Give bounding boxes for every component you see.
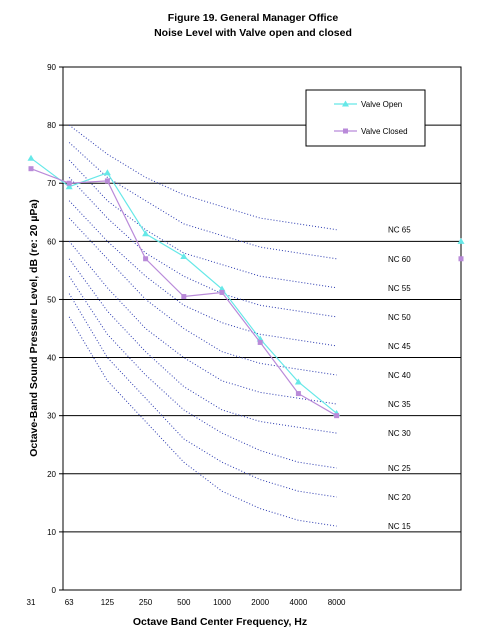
- data-point-marker: [457, 237, 465, 244]
- data-point-marker: [104, 178, 110, 184]
- nc-curve-label: NC 30: [388, 429, 411, 438]
- y-tick-label: 50: [47, 295, 56, 304]
- y-tick-label: 60: [47, 237, 56, 246]
- data-point-marker: [458, 256, 464, 262]
- nc-curve-label: NC 40: [388, 371, 411, 380]
- y-tick-label: 80: [47, 121, 56, 130]
- data-series: [27, 154, 465, 419]
- data-point-marker: [180, 252, 188, 259]
- data-point-marker: [219, 289, 225, 295]
- grid-lines: [59, 66, 461, 591]
- nc-curves: NC 65 NC 60 NC 55 NC 50 NC 45 NC 40 NC 35 NC 30…: [68, 124, 411, 531]
- nc-curve-line: [68, 316, 337, 527]
- nc-curve-line: [68, 240, 337, 405]
- x-tick-label: 4000: [290, 598, 308, 607]
- nc-curve-label: NC 60: [388, 255, 411, 264]
- y-tick-label: 20: [47, 470, 56, 479]
- nc-curve-label: NC 65: [388, 226, 411, 235]
- nc-curve-label: NC 20: [388, 493, 411, 502]
- data-point-marker: [294, 378, 302, 385]
- x-tick-label: 1000: [213, 598, 231, 607]
- chart-subtitle: Noise Level with Valve open and closed: [154, 27, 352, 39]
- x-tick-label: 31: [27, 598, 36, 607]
- y-tick-label: 90: [47, 63, 56, 72]
- legend: Valve Open Valve Closed: [305, 89, 426, 147]
- x-axis-label: Octave Band Center Frequency, Hz: [133, 616, 307, 628]
- nc-curve-line: [68, 124, 337, 231]
- nc-curve-line: [68, 177, 337, 318]
- legend-entry-label: Valve Closed: [361, 127, 408, 136]
- legend-entry-label: Valve Open: [361, 100, 402, 109]
- nc-curve-label: NC 50: [388, 313, 411, 322]
- series-line: [30, 168, 337, 417]
- x-tick-labels: 31 63 125 250 500 1000 2000 4000 8000: [27, 598, 347, 607]
- y-tick-label: 10: [47, 528, 56, 537]
- data-point-marker: [65, 183, 73, 190]
- data-point-marker: [181, 294, 187, 300]
- nc-curve-label: NC 15: [388, 522, 411, 531]
- legend-items: Valve Open Valve Closed: [334, 100, 408, 136]
- data-point-marker: [342, 100, 349, 107]
- y-tick-label: 40: [47, 354, 56, 363]
- data-point-marker: [143, 256, 149, 262]
- data-point-marker: [334, 413, 340, 419]
- y-tick-label: 70: [47, 179, 56, 188]
- x-tick-label: 125: [101, 598, 115, 607]
- nc-curve-line: [68, 258, 337, 434]
- data-point-marker: [27, 154, 35, 161]
- data-point-marker: [295, 391, 301, 397]
- data-point-marker: [343, 128, 348, 134]
- nc-curve-label: NC 35: [388, 400, 411, 409]
- nc-curve-label: NC 25: [388, 464, 411, 473]
- x-tick-label: 2000: [251, 598, 269, 607]
- nc-curve-line: [68, 217, 337, 376]
- x-tick-label: 63: [65, 598, 74, 607]
- legend-box: [305, 89, 426, 147]
- nc-curve-line: [68, 293, 337, 498]
- y-tick-labels: 0 10 20 30 40 50 60 70 80 90: [47, 63, 56, 595]
- plot-area-border: [62, 66, 462, 591]
- x-tick-label: 250: [139, 598, 153, 607]
- y-axis-label: Octave-Band Sound Pressure Level, dB (re…: [28, 199, 40, 457]
- data-point-marker: [257, 339, 263, 345]
- data-point-marker: [142, 230, 150, 237]
- nc-curve-line: [68, 275, 337, 469]
- data-point-marker: [66, 180, 72, 186]
- data-point-marker: [103, 169, 111, 176]
- data-point-marker: [28, 166, 34, 172]
- y-tick-label: 30: [47, 412, 56, 421]
- x-tick-label: 500: [177, 598, 191, 607]
- nc-curve-line: [68, 159, 337, 289]
- y-tick-label: 0: [52, 586, 57, 595]
- nc-curve-label: NC 45: [388, 342, 411, 351]
- x-tick-label: 8000: [328, 598, 346, 607]
- nc-curve-label: NC 55: [388, 284, 411, 293]
- chart-title: Figure 19. General Manager Office: [168, 12, 339, 24]
- series-line: [30, 157, 337, 414]
